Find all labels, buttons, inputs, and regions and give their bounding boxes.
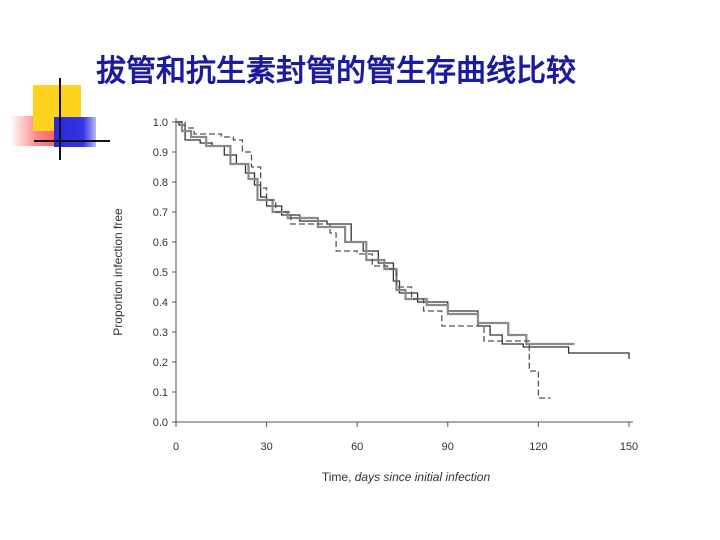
series-solid-gray-line bbox=[176, 120, 575, 346]
y-tick-label: 0.0 bbox=[153, 417, 168, 429]
decor-horizontal-line bbox=[34, 140, 110, 142]
decor-vertical-line bbox=[59, 78, 61, 160]
y-tick-label: 0.7 bbox=[153, 207, 168, 219]
slide-title: 拔管和抗生素封管的管生存曲线比较 bbox=[96, 54, 576, 89]
y-tick-label: 0.6 bbox=[153, 237, 168, 249]
series-dashed-line bbox=[176, 121, 551, 399]
x-tick-label: 120 bbox=[529, 441, 547, 453]
y-tick-label: 0.8 bbox=[153, 177, 168, 189]
y-tick-label: 1.0 bbox=[153, 117, 168, 129]
y-axis-title: Proportion infection free bbox=[111, 208, 125, 336]
y-tick-label: 0.3 bbox=[153, 327, 168, 339]
x-tick-label: 30 bbox=[260, 441, 272, 453]
chart-series-layer bbox=[176, 120, 630, 399]
series-solid-dark-line bbox=[176, 121, 630, 359]
y-tick-label: 0.4 bbox=[153, 297, 168, 309]
x-tick-label: 90 bbox=[442, 441, 454, 453]
x-tick-label: 0 bbox=[173, 441, 179, 453]
x-tick-label: 60 bbox=[351, 441, 363, 453]
x-axis-title-plain: Time, bbox=[322, 470, 355, 484]
y-tick-label: 0.9 bbox=[153, 147, 168, 159]
y-tick-label: 0.1 bbox=[153, 387, 168, 399]
x-tick-label: 150 bbox=[620, 441, 638, 453]
x-axis-title: Time, days since initial infection bbox=[322, 470, 491, 484]
x-axis-title-italic: days since initial infection bbox=[355, 470, 491, 484]
y-tick-label: 0.2 bbox=[153, 357, 168, 369]
y-tick-label: 0.5 bbox=[153, 267, 168, 279]
chart-axes: 0.0 0.1 0.2 0.3 0.4 0.5 0.6 0.7 0.8 0.9 1.0 0 30 60 90… bbox=[153, 117, 638, 453]
decor-blue-block bbox=[54, 117, 96, 147]
